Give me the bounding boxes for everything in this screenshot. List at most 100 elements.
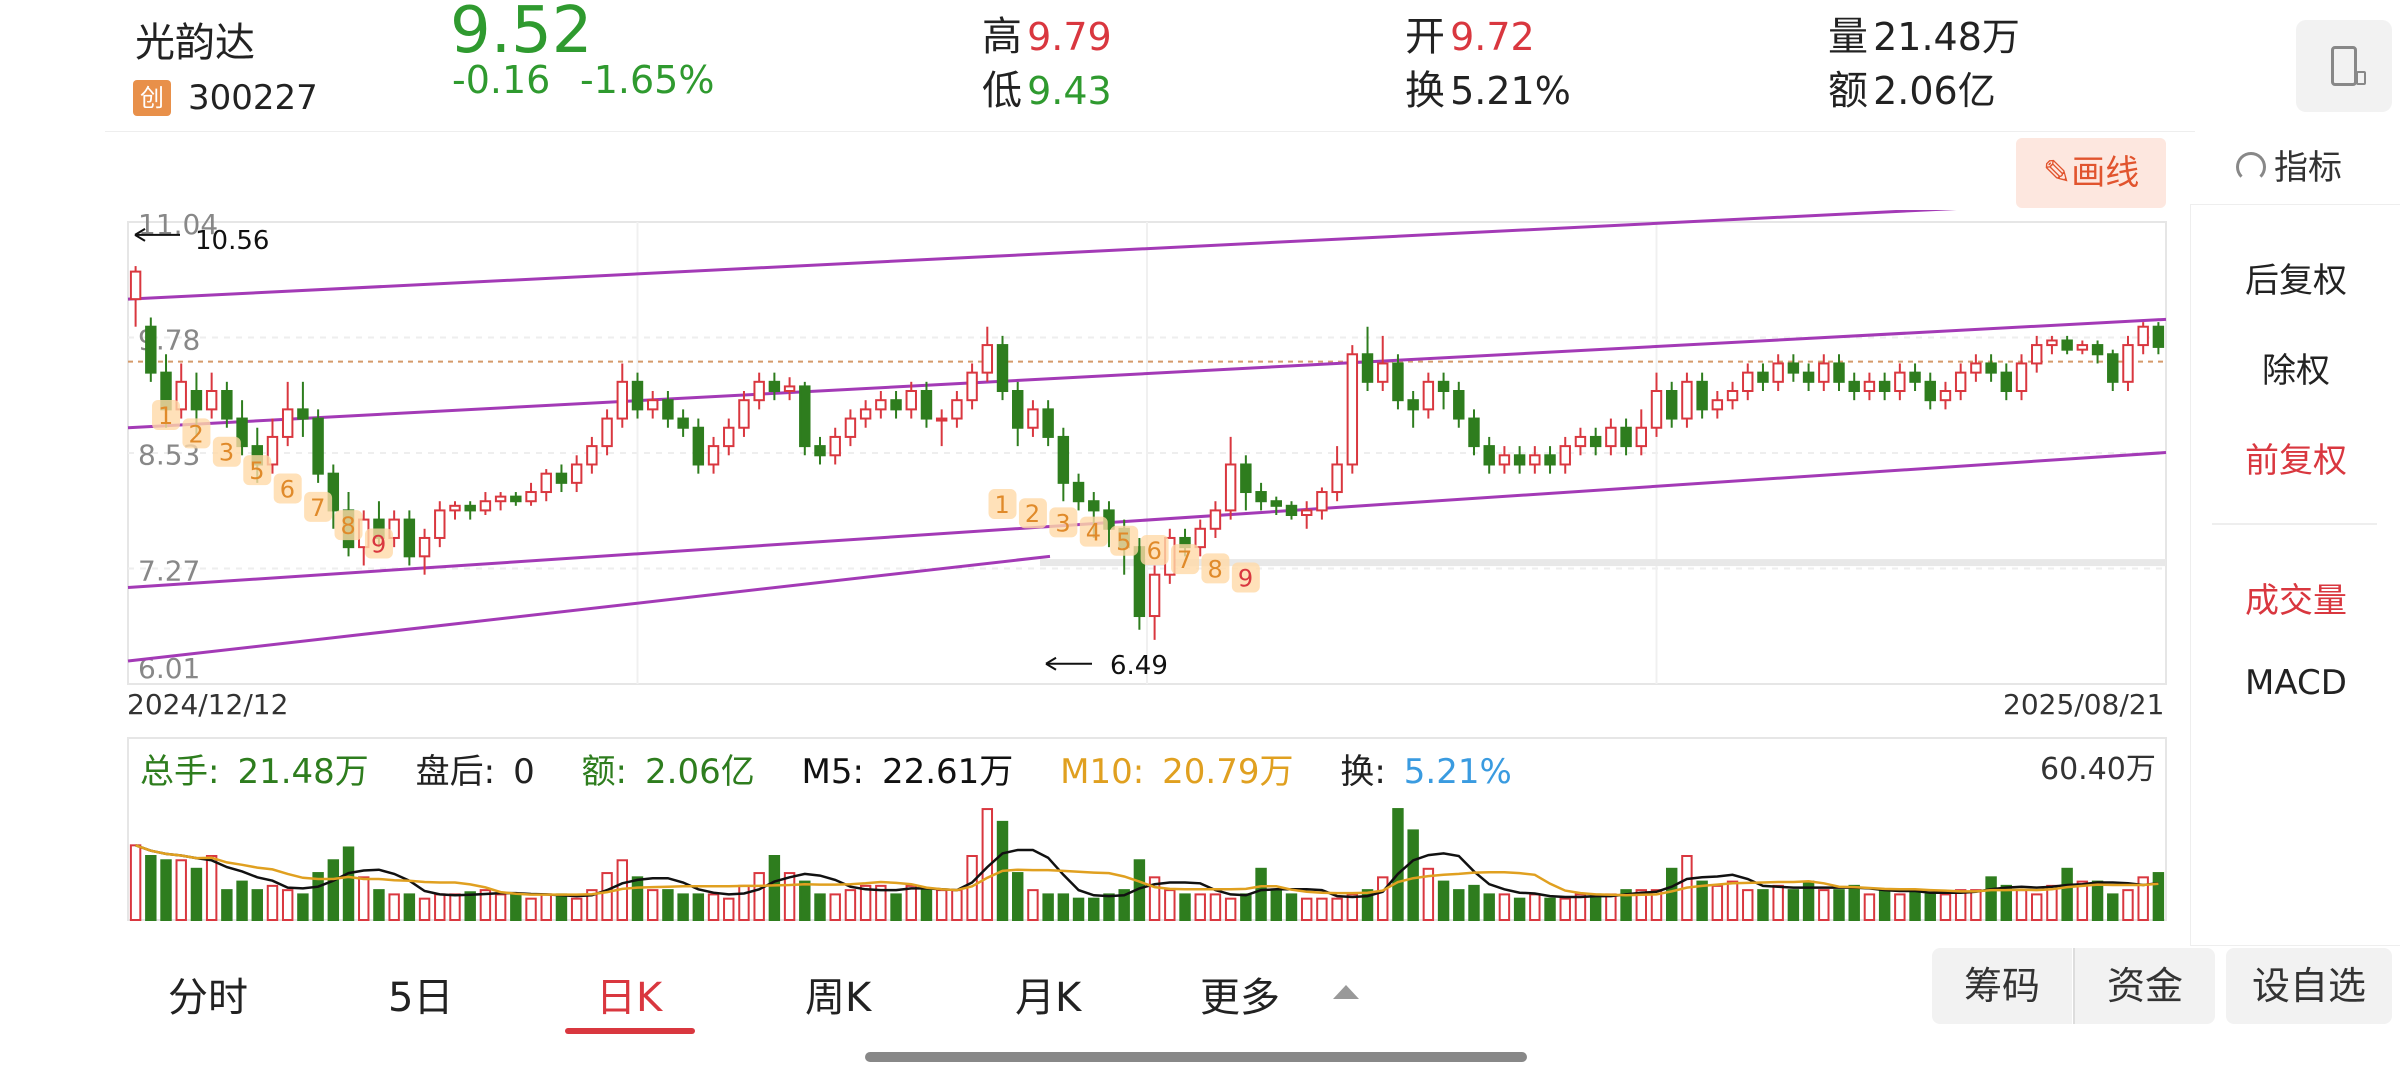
start-date-label: 2024/12/12: [127, 688, 289, 721]
candle: [1255, 482, 1267, 511]
candle-body: [1939, 390, 1952, 402]
candle: [434, 501, 446, 548]
candle-body: [1985, 362, 1997, 374]
tab-monthly-k[interactable]: 月K: [1015, 975, 1082, 1021]
candle: [221, 381, 233, 428]
candle-body: [951, 399, 963, 420]
volume-bar: [327, 859, 340, 922]
candle: [1392, 354, 1404, 410]
td-count-label: 5: [249, 457, 264, 485]
tab-more[interactable]: 更多: [1200, 975, 1280, 1021]
candle-body: [768, 380, 781, 393]
candle-body: [525, 491, 537, 503]
candle-body: [1589, 435, 1602, 448]
volume-bar: [1894, 893, 1906, 921]
volume-bar: [753, 872, 765, 921]
volume-bar: [540, 893, 552, 921]
td-count-label: 5: [1116, 528, 1131, 556]
add-watchlist-button[interactable]: 设自选: [2226, 948, 2392, 1024]
side-item-volume[interactable]: 成交量: [2245, 581, 2347, 621]
candle-body: [1133, 546, 1146, 618]
tab-5day[interactable]: 5日: [388, 975, 454, 1021]
volume-bar: [1437, 880, 1450, 922]
volume-amount: 额: 2.06亿: [581, 752, 755, 792]
tab-daily-k[interactable]: 日K: [596, 975, 663, 1021]
volume-bar: [464, 891, 476, 921]
candle: [1939, 381, 1952, 410]
candle-body: [738, 399, 750, 429]
candle-body: [570, 463, 583, 484]
candle: [1772, 354, 1784, 392]
volume-bar: [601, 872, 613, 921]
funds-button[interactable]: 资金: [2073, 948, 2215, 1024]
volume-bar: [129, 844, 142, 921]
candle-body: [1787, 362, 1800, 374]
side-item-post-adjusted[interactable]: 后复权: [2245, 261, 2347, 301]
td-count-label: 6: [1147, 537, 1162, 565]
candle-body: [1696, 380, 1708, 411]
volume-bar: [875, 884, 887, 922]
candle: [403, 510, 416, 566]
volume-bar: [388, 893, 400, 921]
candle: [1620, 418, 1632, 456]
caret-up-icon[interactable]: [1333, 985, 1359, 999]
volume-bar: [1027, 889, 1039, 921]
volume-bar: [662, 889, 674, 921]
volume-bar: [1407, 829, 1419, 921]
volume-bar: [2107, 893, 2119, 921]
landscape-toggle-button[interactable]: [2296, 20, 2392, 112]
side-item-pre-adjusted[interactable]: 前复权: [2245, 441, 2347, 481]
candle-body: [388, 518, 400, 539]
tab-intraday[interactable]: 分时: [168, 975, 248, 1021]
candle: [2137, 322, 2149, 355]
volume-bar: [1483, 893, 1495, 921]
candle: [1696, 372, 1708, 419]
volume-bar: [1270, 889, 1282, 921]
draw-line-label: 画线: [2071, 153, 2140, 193]
td-count-badge: [334, 510, 363, 541]
price-change-percent: -1.65%: [580, 58, 715, 102]
candle-body: [1848, 380, 1860, 393]
volume-bar: [829, 893, 841, 921]
trend-channel: [127, 210, 2167, 663]
side-item-macd[interactable]: MACD: [2245, 663, 2347, 703]
candle-body: [1453, 390, 1465, 420]
volume-bar: [1240, 893, 1252, 921]
side-item-ex-rights[interactable]: 除权: [2262, 351, 2330, 391]
candle: [1878, 372, 1891, 401]
candle: [1483, 436, 1495, 474]
candle: [205, 372, 218, 419]
candle-body: [1255, 491, 1267, 503]
td-count-label: 2: [1025, 500, 1040, 528]
volume-bar: [570, 897, 583, 922]
candle: [692, 418, 705, 474]
volume-bar: [1665, 867, 1678, 922]
candle-body: [2107, 353, 2119, 383]
candle: [312, 409, 324, 483]
m10-value: M10: 20.79万: [1060, 752, 1294, 792]
volume-bar: [1392, 808, 1404, 921]
tab-weekly-k[interactable]: 周K: [805, 975, 872, 1021]
volume-bar: [1863, 893, 1876, 921]
volume-chart[interactable]: [0, 736, 2180, 926]
volume-bar: [266, 884, 279, 922]
volume-bar: [403, 893, 416, 921]
indicator-button[interactable]: 指标: [2236, 140, 2342, 189]
volume-bar: [1042, 893, 1054, 921]
candle-body: [297, 408, 309, 420]
open-stat: 开 9.72: [1405, 4, 1535, 62]
candle-body: [2122, 344, 2134, 383]
draw-line-button[interactable]: ✎画线: [2016, 138, 2166, 208]
volume-bar: [1878, 889, 1891, 921]
chips-button[interactable]: 筹码: [1932, 948, 2072, 1024]
volume-bar: [2000, 884, 2013, 922]
candle: [1665, 381, 1678, 428]
phone-rotate-icon: [2331, 46, 2366, 86]
candle-body: [1088, 500, 1100, 512]
candle: [1589, 427, 1602, 456]
candle: [297, 381, 309, 437]
candle-body: [814, 445, 826, 457]
td-count-badge: [304, 491, 333, 522]
volume-bar: [981, 808, 994, 921]
